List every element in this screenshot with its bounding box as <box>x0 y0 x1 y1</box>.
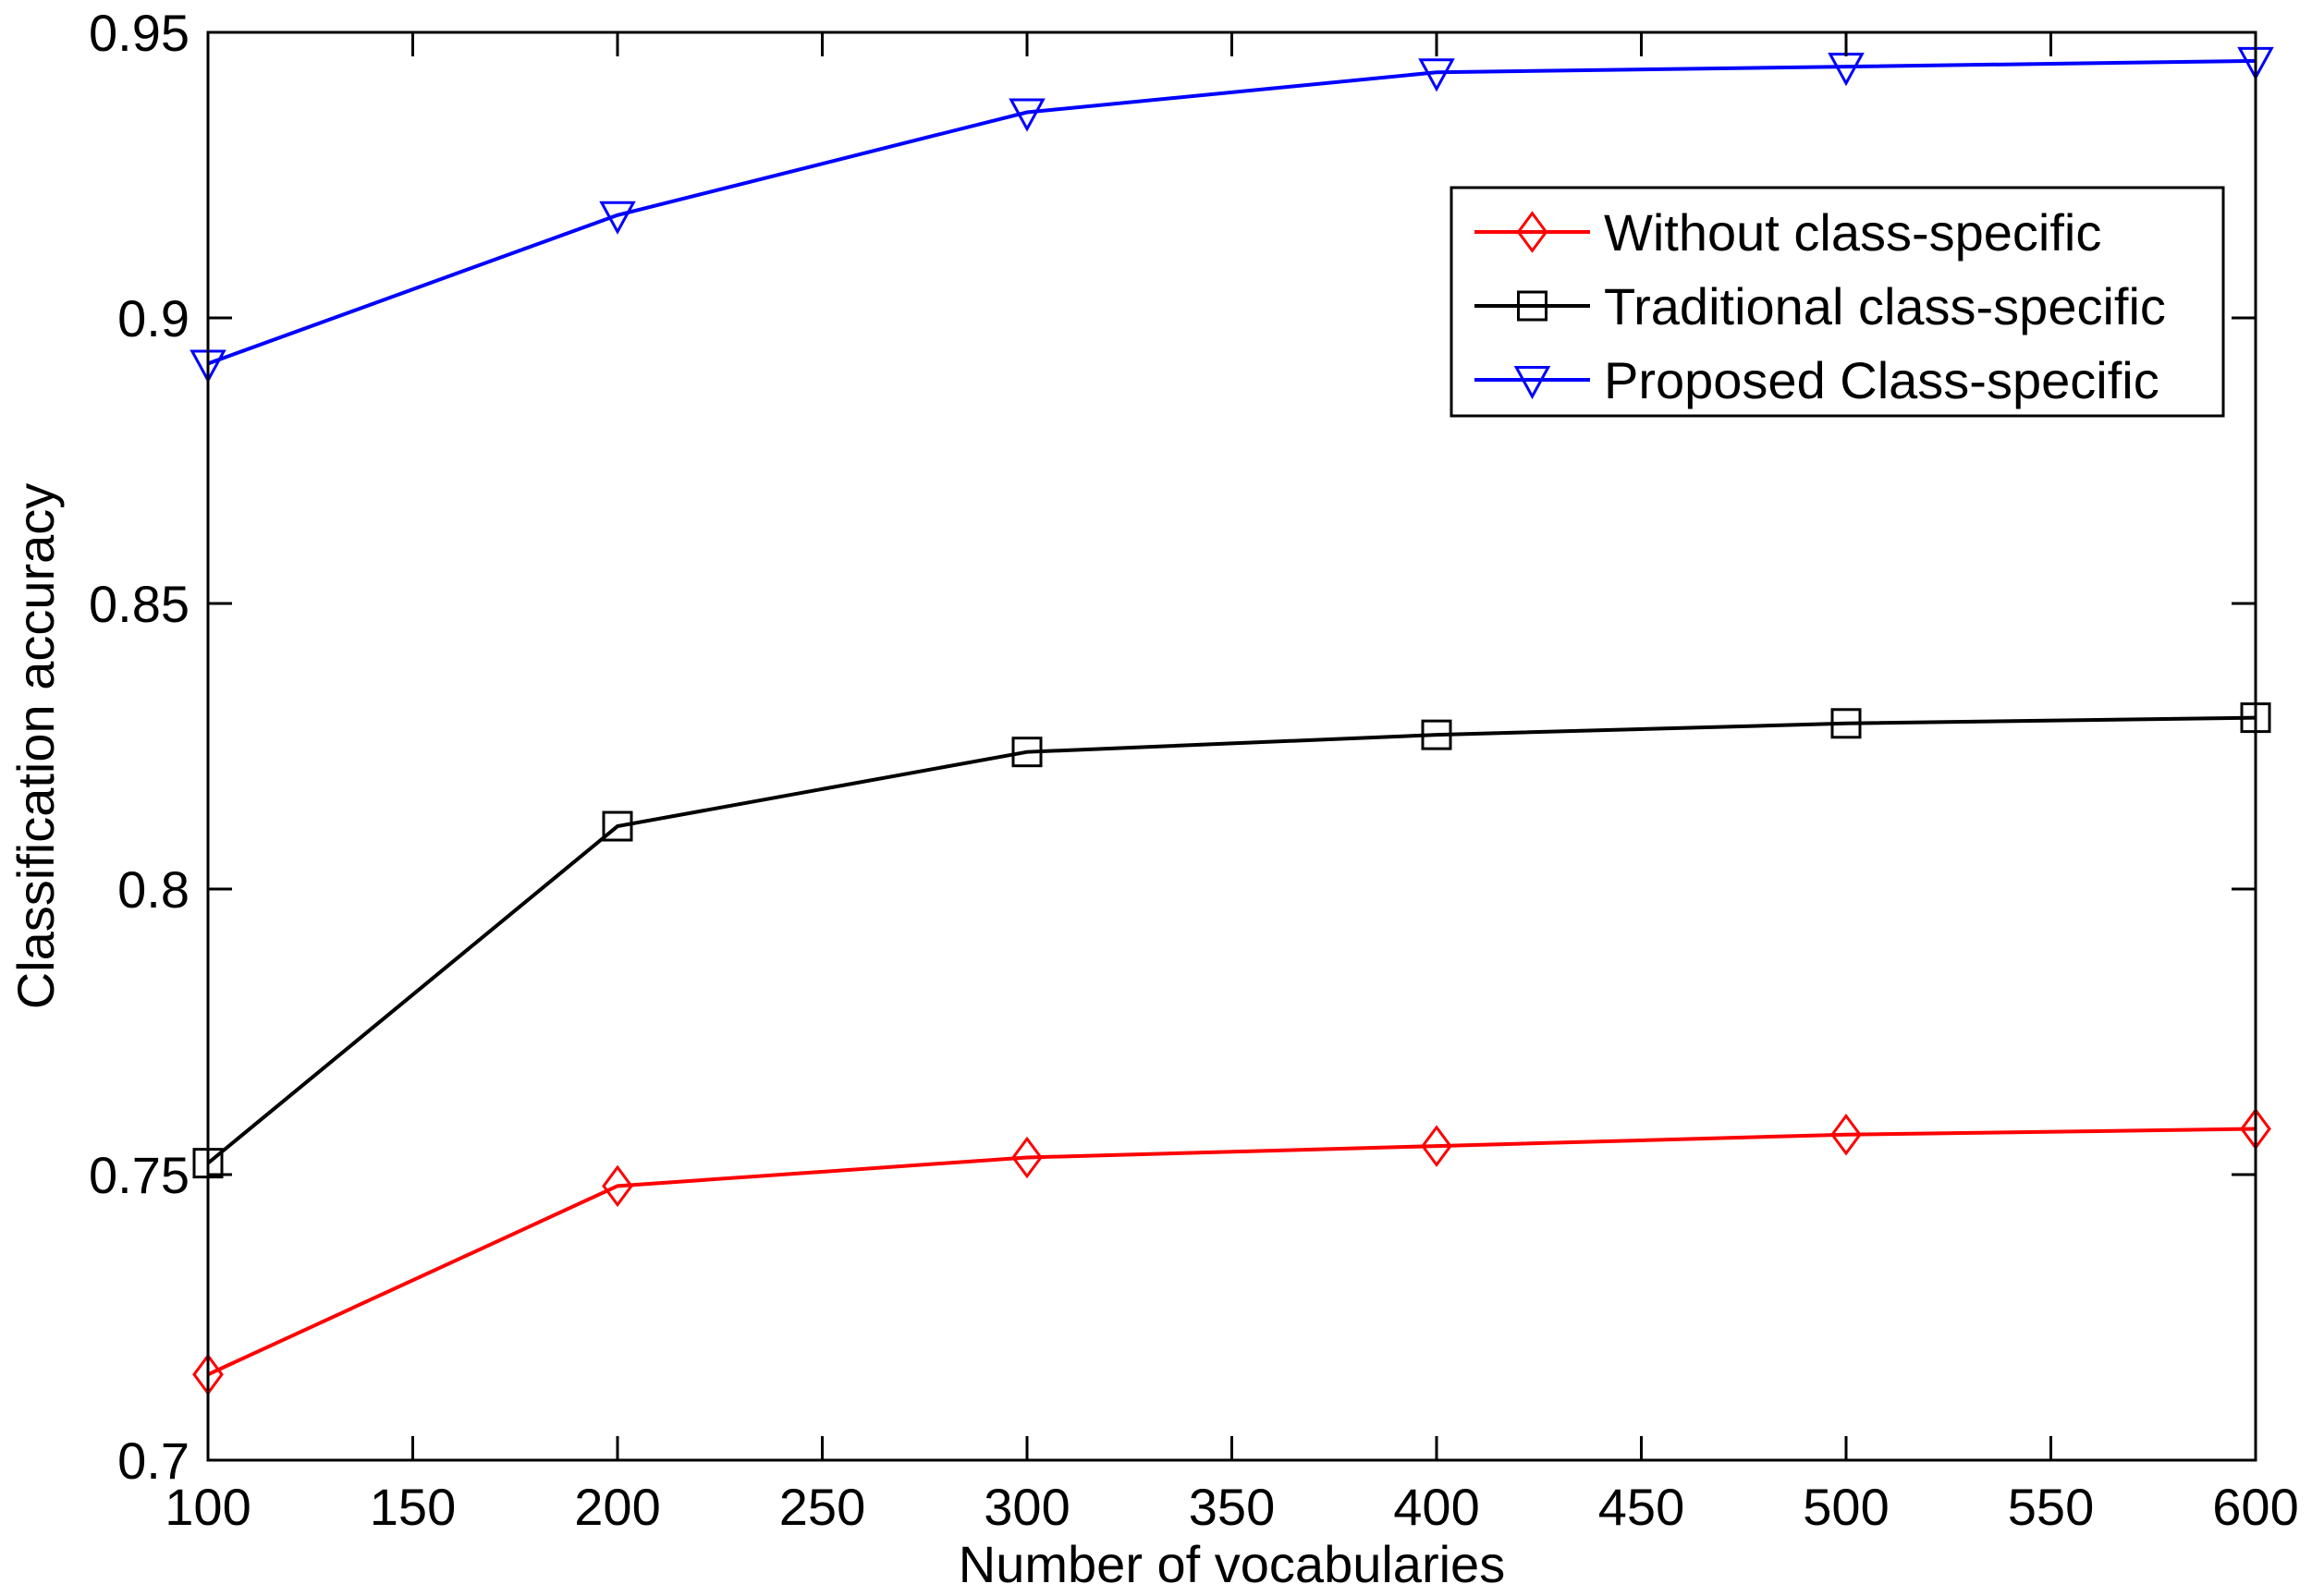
x-tick-label: 350 <box>1189 1478 1275 1536</box>
x-axis-label: Number of vocabularies <box>959 1535 1505 1593</box>
data-point <box>1009 98 1046 132</box>
legend-box <box>1450 186 2225 418</box>
data-point <box>1830 708 1862 739</box>
x-tick-label: 400 <box>1393 1478 1479 1536</box>
x-tick-label: 500 <box>1803 1478 1889 1536</box>
y-tick-label: 0.7 <box>117 1432 190 1490</box>
y-tick-label: 0.8 <box>117 860 190 919</box>
legend-marker <box>1517 290 1547 322</box>
legend-entry: Proposed Class-specific <box>1604 351 2159 409</box>
y-axis-label: Classification accuracy <box>6 483 65 1010</box>
x-tick-label: 100 <box>165 1478 251 1536</box>
legend-marker <box>1513 366 1551 400</box>
legend-entry: Without class-specific <box>1604 203 2101 262</box>
y-tick-label: 0.75 <box>89 1146 190 1204</box>
series-line <box>207 1127 2257 1377</box>
legend-marker <box>1516 211 1548 253</box>
x-tick-label: 250 <box>779 1478 865 1536</box>
y-tick-label: 0.9 <box>117 289 190 347</box>
series-line <box>206 715 2257 1165</box>
axes: 100 150 200 250 300 350 400 450 500 550 600 0.7 0.75… <box>6 4 2299 1593</box>
y-tick-label: 0.95 <box>89 4 190 62</box>
data-point <box>1421 719 1452 750</box>
x-tick-label: 300 <box>984 1478 1070 1536</box>
x-tick-label: 150 <box>370 1478 456 1536</box>
x-tick-label: 550 <box>2008 1478 2094 1536</box>
data-point <box>1011 737 1043 768</box>
data-point <box>599 201 636 235</box>
data-point <box>1011 1136 1043 1179</box>
legend: Without class-specific Traditional class-… <box>1450 186 2225 418</box>
plot-area <box>190 46 2274 1396</box>
data-point <box>602 1164 633 1208</box>
data-point <box>602 810 633 842</box>
series-line <box>207 58 2257 366</box>
x-tick-label: 200 <box>574 1478 660 1536</box>
x-tick-label: 600 <box>2212 1478 2298 1536</box>
legend-entry: Traditional class-specific <box>1604 277 2166 335</box>
x-tick-label: 450 <box>1598 1478 1684 1536</box>
data-point <box>1421 1125 1452 1167</box>
y-tick-label: 0.85 <box>89 575 190 633</box>
data-point <box>1418 58 1455 92</box>
series-1 <box>192 702 2271 1179</box>
data-point <box>1830 1113 1862 1156</box>
